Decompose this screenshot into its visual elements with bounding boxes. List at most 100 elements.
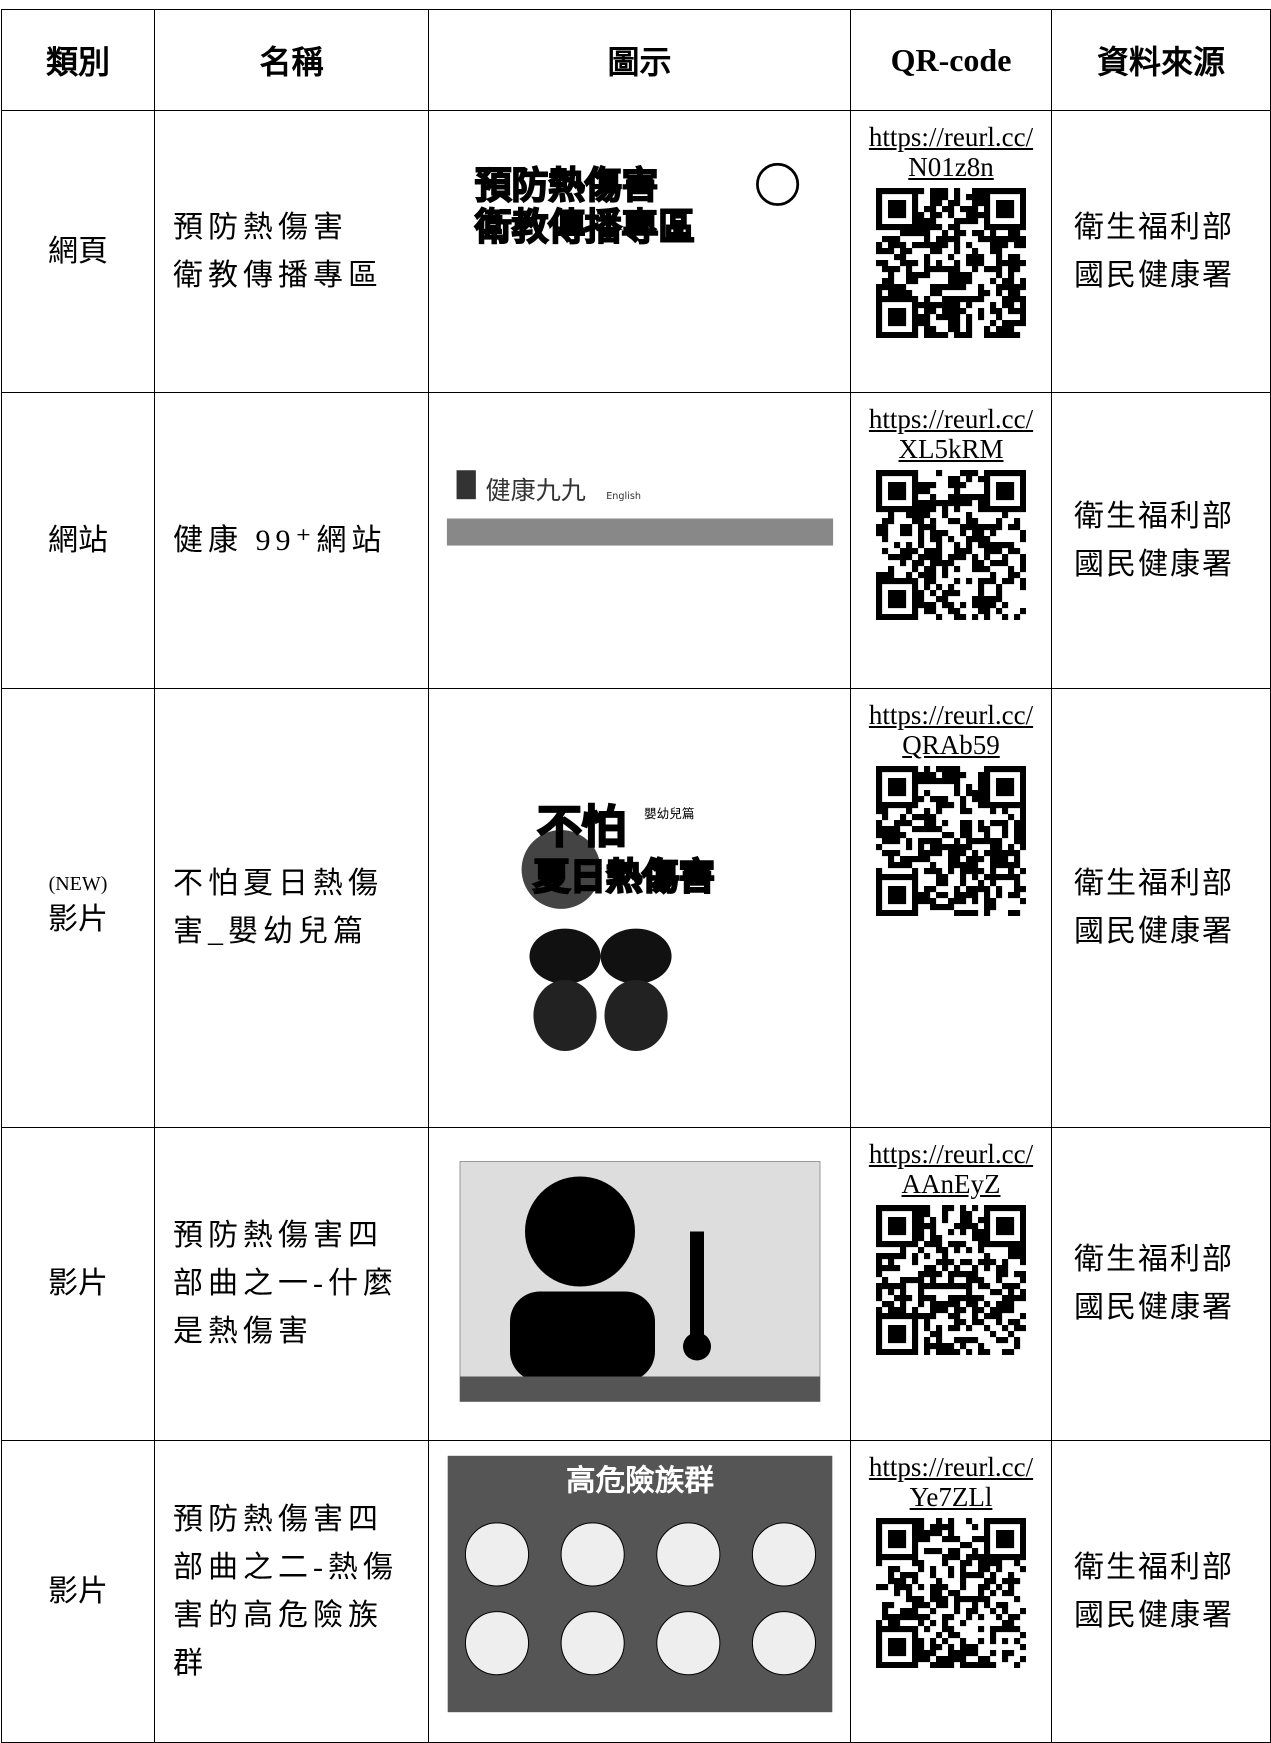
qr-module [978,1241,985,1248]
qr-module [912,212,919,219]
qr-module [942,1307,949,1314]
qr-module [900,1650,907,1657]
qr-module [882,578,889,585]
qr-module [900,1301,907,1308]
qr-module [900,1584,907,1591]
qr-link[interactable]: https://reurl.cc/QRAb59 [868,700,1034,760]
qr-module [918,1283,925,1290]
qr-module [876,904,883,911]
qr-module [936,542,943,549]
qr-module [966,578,973,585]
qr-module [942,596,949,603]
qr-module [912,910,919,917]
qr-module [954,614,961,621]
qr-module [996,790,1003,797]
qr-module [978,1235,985,1242]
qr-link[interactable]: https://reurl.cc/Ye7ZLl [868,1452,1034,1512]
qr-module [924,482,931,489]
qr-module [954,1554,961,1561]
qr-module [888,470,895,477]
qr-module [876,1656,883,1663]
qr-module [996,838,1003,845]
qr-module [978,212,985,219]
qr-module [906,290,913,297]
qr-module [978,1590,985,1597]
qr-module [900,1578,907,1585]
qr-module [954,506,961,513]
qr-module [948,266,955,273]
qr-link[interactable]: https://reurl.cc/XL5kRM [868,404,1034,464]
qr-module [888,1638,895,1645]
qr-module [900,200,907,207]
qr-module [888,778,895,785]
qr-module [948,904,955,911]
qr-module [1020,826,1026,833]
qr-module [966,868,973,875]
qr-module [984,766,991,773]
qr-module [912,206,919,213]
qr-module [942,1602,949,1609]
qr-module [1002,1241,1009,1248]
qr-module [912,802,919,809]
qr-module [978,1259,985,1266]
qr-module [888,236,895,243]
qr-module [894,284,901,291]
qr-module [930,820,937,827]
qr-module [918,1295,925,1302]
qr-module [996,874,1003,881]
qr-module [960,1542,967,1549]
qr-module [888,332,895,339]
qr-module [912,1217,919,1224]
qr-module [966,548,973,555]
qr-module [948,898,955,905]
qr-module [984,476,991,483]
qr-module [990,524,997,531]
qr-module [900,1229,907,1236]
category: 影片 [48,1574,108,1608]
qr-code [876,766,1026,917]
qr-module [1008,254,1015,261]
qr-module [984,236,991,243]
qr-module [906,1626,913,1633]
qr-module [1008,1554,1015,1561]
qr-module [912,880,919,887]
qr-module [966,1662,973,1669]
qr-module [1008,892,1015,899]
qr-module [996,548,1003,555]
qr-module [894,1578,901,1585]
qr-module [954,488,961,495]
qr-module [972,868,979,875]
qr-module [906,470,913,477]
qr-module [930,772,937,779]
qr-module [924,488,931,495]
qr-module [930,886,937,893]
qr-module [972,1301,979,1308]
qr-module [906,278,913,285]
qr-module [888,1331,895,1338]
qr-module [960,530,967,537]
qr-module [900,1638,907,1645]
qr-link[interactable]: https://reurl.cc/N01z8n [868,122,1034,182]
qr-module [924,218,931,225]
qr-module [966,314,973,321]
qr-module [882,808,889,815]
qr-link[interactable]: https://reurl.cc/AAnEyZ [868,1139,1034,1199]
qr-module [936,1656,943,1663]
qr-module [1014,260,1021,267]
qr-module [912,1644,919,1651]
qr-module [1020,488,1026,495]
qr-module [906,802,913,809]
qr-module [966,254,973,261]
qr-module [930,1229,937,1236]
qr-module [912,898,919,905]
qr-module [894,596,901,603]
qr-module [912,892,919,899]
qr-module [1008,874,1015,881]
qr-module [912,242,919,249]
qr-module [936,236,943,243]
qr-module [996,850,1003,857]
qr-module [918,1602,925,1609]
qr-module [876,1524,883,1531]
qr-module [912,512,919,519]
qr-module [918,590,925,597]
